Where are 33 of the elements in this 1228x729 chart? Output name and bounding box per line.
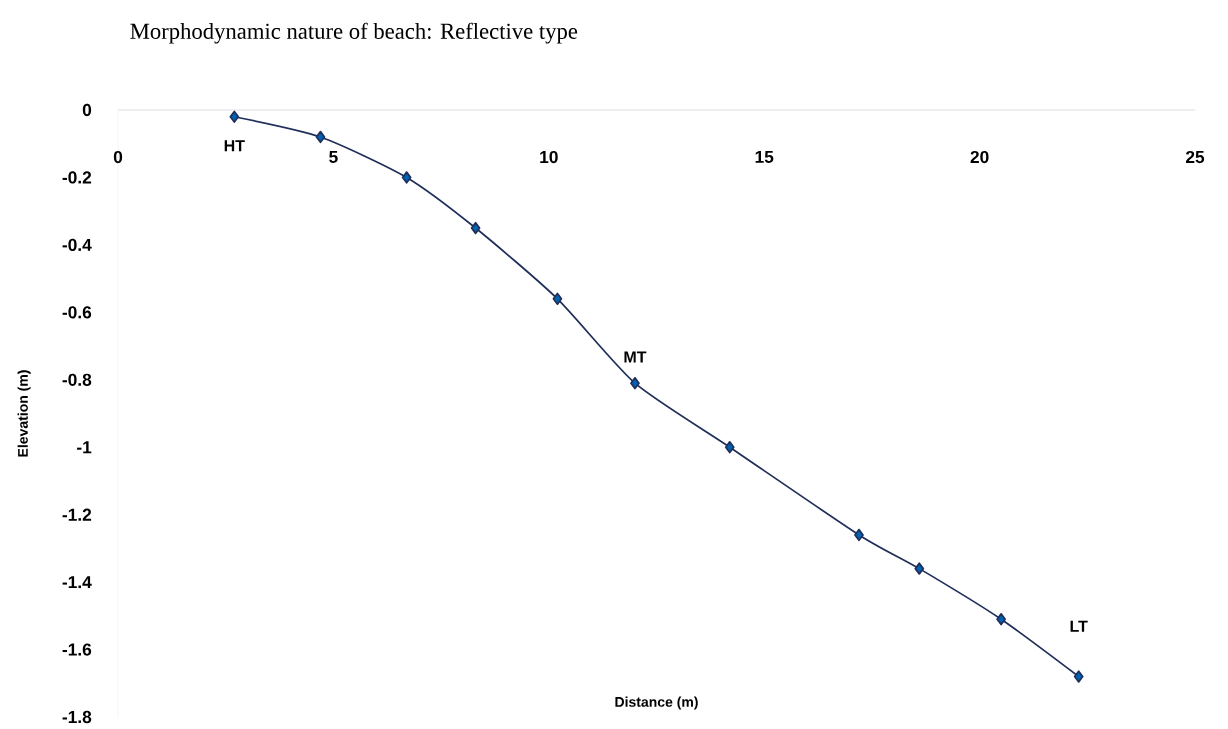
point <box>470 221 481 235</box>
point <box>552 292 563 306</box>
y-tick-label: -0.6 <box>62 306 92 319</box>
annotation: HT <box>224 140 245 152</box>
y-tick-label: -1 <box>77 441 92 454</box>
x-tick-label: 5 <box>329 150 338 163</box>
x-tick-label: 15 <box>755 150 774 163</box>
annotation: MT <box>624 351 647 363</box>
x-tick-label: 20 <box>970 150 989 164</box>
point <box>914 562 925 575</box>
y-tick-label: -1.6 <box>62 643 92 656</box>
point <box>854 528 864 542</box>
x-axis-title: Distance (m) <box>615 696 698 710</box>
x-tick-label: 10 <box>540 150 558 164</box>
y-tick-label: -0.8 <box>62 373 92 386</box>
y-tick-label: -1.4 <box>62 576 92 589</box>
point <box>996 613 1007 626</box>
y-tick-label: -1.8 <box>62 710 92 724</box>
y-tick-label: 0 <box>82 103 92 117</box>
y-tick-label: -1.2 <box>62 508 92 521</box>
point <box>1073 670 1084 683</box>
annotation: LT <box>1070 620 1088 632</box>
chart-title: Morphodynamic nature of beach: Reflective type <box>130 22 578 44</box>
y-tick-label: -0.2 <box>62 171 92 184</box>
y-axis-title: Elevation (m) <box>17 370 31 457</box>
x-tick-label: 25 <box>1185 150 1205 164</box>
y-tick-label: -0.4 <box>62 238 92 252</box>
point <box>724 441 735 454</box>
x-tick-label: 0 <box>113 150 123 164</box>
point <box>401 171 412 184</box>
point <box>630 376 640 390</box>
point <box>315 130 326 144</box>
point <box>229 110 240 123</box>
